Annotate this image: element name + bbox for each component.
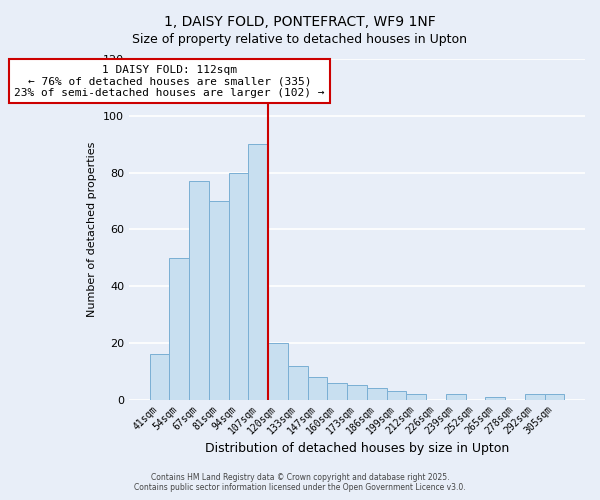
Bar <box>268 343 288 400</box>
Text: 1, DAISY FOLD, PONTEFRACT, WF9 1NF: 1, DAISY FOLD, PONTEFRACT, WF9 1NF <box>164 15 436 29</box>
Bar <box>446 394 466 400</box>
Bar <box>367 388 386 400</box>
Text: Contains HM Land Registry data © Crown copyright and database right 2025.
Contai: Contains HM Land Registry data © Crown c… <box>134 473 466 492</box>
Bar <box>288 366 308 400</box>
Bar <box>347 386 367 400</box>
Bar <box>386 391 406 400</box>
Bar <box>189 181 209 400</box>
Bar <box>485 396 505 400</box>
Bar <box>545 394 564 400</box>
Bar <box>150 354 169 400</box>
X-axis label: Distribution of detached houses by size in Upton: Distribution of detached houses by size … <box>205 442 509 455</box>
Bar <box>169 258 189 400</box>
Text: Size of property relative to detached houses in Upton: Size of property relative to detached ho… <box>133 32 467 46</box>
Bar <box>328 382 347 400</box>
Bar <box>209 201 229 400</box>
Bar <box>406 394 426 400</box>
Bar <box>308 377 328 400</box>
Bar <box>229 172 248 400</box>
Y-axis label: Number of detached properties: Number of detached properties <box>88 142 97 317</box>
Bar <box>525 394 545 400</box>
Text: 1 DAISY FOLD: 112sqm
← 76% of detached houses are smaller (335)
23% of semi-deta: 1 DAISY FOLD: 112sqm ← 76% of detached h… <box>14 64 325 98</box>
Bar <box>248 144 268 400</box>
